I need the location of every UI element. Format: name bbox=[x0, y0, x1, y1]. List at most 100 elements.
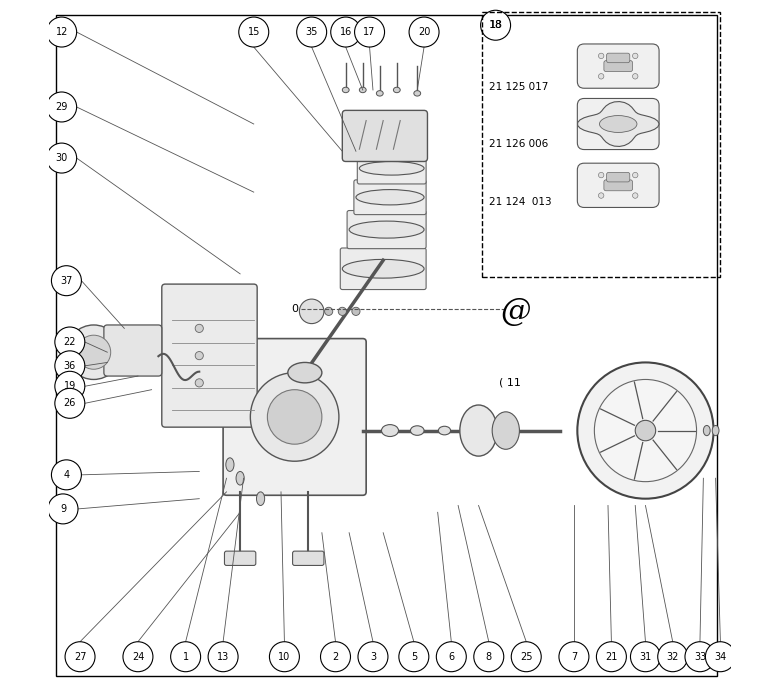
Text: 35: 35 bbox=[306, 27, 317, 37]
Circle shape bbox=[559, 642, 589, 672]
Text: 18: 18 bbox=[490, 21, 502, 30]
Ellipse shape bbox=[410, 426, 424, 435]
FancyBboxPatch shape bbox=[340, 248, 426, 289]
Text: 27: 27 bbox=[74, 652, 87, 661]
Text: 25: 25 bbox=[520, 652, 533, 661]
Text: 19: 19 bbox=[64, 381, 76, 391]
Ellipse shape bbox=[460, 405, 498, 456]
Text: 22: 22 bbox=[64, 337, 76, 347]
Ellipse shape bbox=[257, 492, 264, 505]
Ellipse shape bbox=[438, 426, 451, 435]
Circle shape bbox=[55, 371, 85, 402]
Text: 26: 26 bbox=[64, 398, 76, 408]
Text: 16: 16 bbox=[339, 27, 352, 37]
Text: 10: 10 bbox=[278, 652, 290, 661]
Circle shape bbox=[239, 17, 269, 47]
Ellipse shape bbox=[600, 116, 637, 133]
Circle shape bbox=[47, 17, 76, 47]
Text: 37: 37 bbox=[60, 276, 73, 286]
Ellipse shape bbox=[236, 471, 244, 485]
Circle shape bbox=[480, 10, 511, 40]
Circle shape bbox=[55, 351, 85, 381]
FancyBboxPatch shape bbox=[607, 53, 629, 63]
Ellipse shape bbox=[360, 161, 424, 175]
Circle shape bbox=[47, 92, 76, 122]
Text: 20: 20 bbox=[418, 27, 431, 37]
Circle shape bbox=[355, 17, 385, 47]
Circle shape bbox=[331, 17, 360, 47]
Circle shape bbox=[51, 460, 81, 490]
Text: @: @ bbox=[501, 296, 531, 327]
Circle shape bbox=[598, 74, 604, 79]
Text: 9: 9 bbox=[60, 504, 66, 514]
Circle shape bbox=[65, 642, 95, 672]
Text: 8: 8 bbox=[486, 652, 492, 661]
FancyBboxPatch shape bbox=[357, 153, 426, 184]
Text: 31: 31 bbox=[640, 652, 651, 661]
Text: 13: 13 bbox=[217, 652, 229, 661]
FancyBboxPatch shape bbox=[225, 551, 256, 566]
Circle shape bbox=[55, 389, 85, 419]
Circle shape bbox=[598, 53, 604, 59]
Circle shape bbox=[195, 352, 204, 360]
FancyBboxPatch shape bbox=[577, 98, 659, 150]
Circle shape bbox=[633, 193, 638, 198]
Ellipse shape bbox=[342, 259, 424, 278]
Text: ( 11: ( 11 bbox=[499, 378, 521, 388]
FancyBboxPatch shape bbox=[342, 110, 427, 161]
FancyBboxPatch shape bbox=[577, 163, 659, 207]
Circle shape bbox=[339, 307, 346, 315]
Circle shape bbox=[55, 327, 85, 357]
Ellipse shape bbox=[342, 88, 349, 92]
Circle shape bbox=[268, 390, 322, 444]
Ellipse shape bbox=[414, 90, 420, 96]
Ellipse shape bbox=[712, 425, 719, 436]
Text: 36: 36 bbox=[64, 361, 76, 371]
FancyBboxPatch shape bbox=[292, 551, 324, 566]
Text: 32: 32 bbox=[667, 652, 679, 661]
Circle shape bbox=[250, 373, 339, 461]
Circle shape bbox=[76, 335, 111, 369]
Ellipse shape bbox=[360, 88, 366, 92]
Ellipse shape bbox=[356, 189, 424, 205]
Text: 7: 7 bbox=[571, 652, 577, 661]
Circle shape bbox=[47, 143, 76, 173]
Ellipse shape bbox=[492, 412, 519, 449]
Circle shape bbox=[577, 363, 714, 499]
Ellipse shape bbox=[393, 88, 400, 92]
Ellipse shape bbox=[349, 221, 424, 238]
Circle shape bbox=[358, 642, 388, 672]
Circle shape bbox=[66, 325, 121, 380]
Text: 34: 34 bbox=[714, 652, 726, 661]
FancyBboxPatch shape bbox=[354, 180, 426, 215]
Circle shape bbox=[409, 17, 439, 47]
FancyBboxPatch shape bbox=[607, 172, 629, 182]
Ellipse shape bbox=[226, 458, 234, 471]
Circle shape bbox=[705, 642, 736, 672]
Text: 21 126 006: 21 126 006 bbox=[489, 140, 548, 149]
Ellipse shape bbox=[288, 363, 322, 383]
Circle shape bbox=[171, 642, 200, 672]
Circle shape bbox=[296, 17, 327, 47]
Text: 4: 4 bbox=[63, 470, 69, 480]
Circle shape bbox=[658, 642, 688, 672]
Circle shape bbox=[511, 642, 541, 672]
Circle shape bbox=[598, 172, 604, 178]
Text: 30: 30 bbox=[55, 153, 68, 163]
Circle shape bbox=[324, 307, 333, 315]
Circle shape bbox=[594, 380, 697, 482]
Circle shape bbox=[630, 642, 661, 672]
Text: 15: 15 bbox=[247, 27, 260, 37]
Text: 0: 0 bbox=[291, 304, 298, 315]
Text: 6: 6 bbox=[448, 652, 455, 661]
Circle shape bbox=[633, 53, 638, 59]
Circle shape bbox=[633, 172, 638, 178]
FancyBboxPatch shape bbox=[577, 44, 659, 88]
Text: 1: 1 bbox=[183, 652, 189, 661]
Text: 24: 24 bbox=[132, 652, 144, 661]
FancyBboxPatch shape bbox=[604, 61, 633, 72]
Circle shape bbox=[195, 379, 204, 387]
Circle shape bbox=[473, 642, 504, 672]
Text: 17: 17 bbox=[363, 27, 376, 37]
FancyBboxPatch shape bbox=[161, 284, 257, 427]
